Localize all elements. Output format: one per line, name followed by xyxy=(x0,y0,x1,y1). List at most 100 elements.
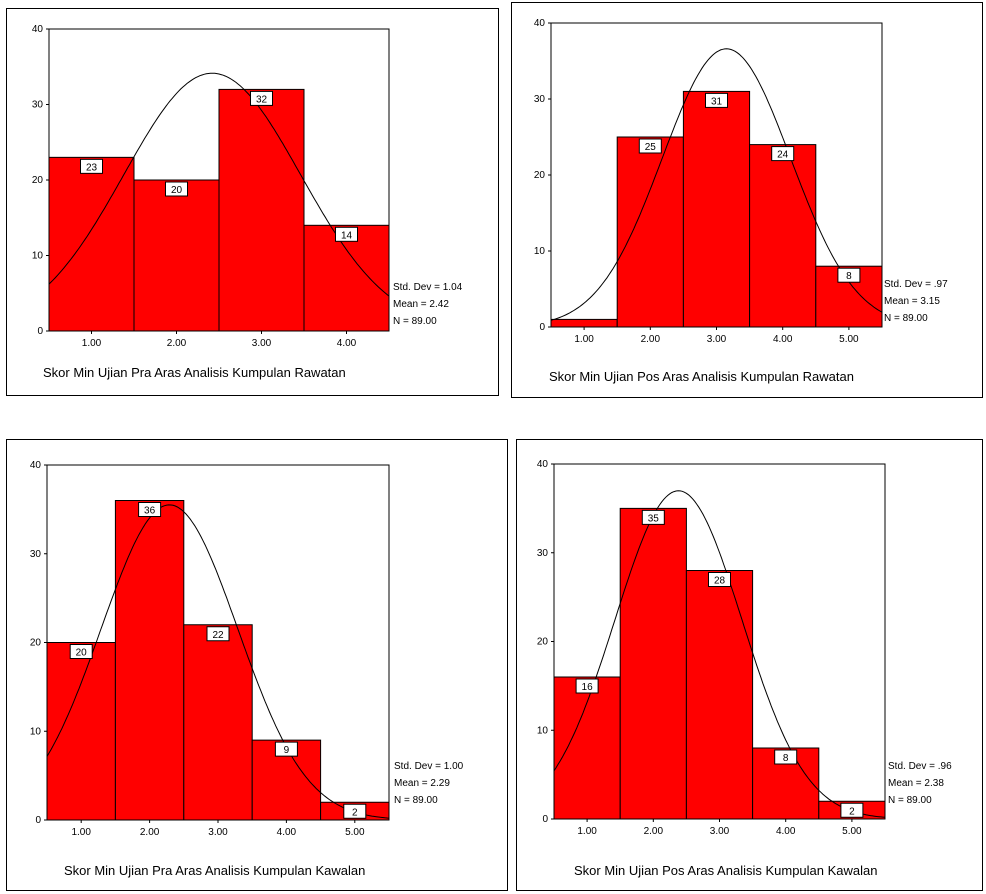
x-tick-label: 4.00 xyxy=(337,338,357,349)
mean-label: Mean = 3.15 xyxy=(884,296,940,307)
y-tick-label: 30 xyxy=(30,549,42,560)
normal-curve xyxy=(553,490,886,818)
value-label-text: 36 xyxy=(144,506,156,517)
value-label-box xyxy=(705,92,728,108)
y-tick-label: 40 xyxy=(537,459,549,470)
y-tick-label: 0 xyxy=(37,326,43,337)
value-label-box xyxy=(575,678,599,694)
value-label-box xyxy=(840,802,864,818)
x-tick-label: 2.00 xyxy=(167,338,187,349)
histogram-bar xyxy=(685,570,754,820)
x-tick-label: 1.00 xyxy=(82,338,102,349)
value-label-text: 35 xyxy=(648,513,660,524)
stats-box: Std. Dev = .97 Mean = 3.15 N = 89.00 xyxy=(884,276,948,327)
value-label: 9 xyxy=(274,741,298,757)
histogram-bar xyxy=(550,318,618,328)
x-tick-label: 2.00 xyxy=(140,827,160,838)
value-label: 16 xyxy=(575,678,599,694)
value-label: 2 xyxy=(343,803,367,819)
histogram-bar xyxy=(183,624,253,821)
histogram-bar xyxy=(682,90,751,328)
y-tick-label: 10 xyxy=(32,251,44,262)
value-label-box xyxy=(80,158,103,174)
histogram-bar xyxy=(218,88,305,332)
x-tick-label: 1.00 xyxy=(577,826,597,837)
y-tick-label: 0 xyxy=(542,814,548,825)
value-label-text: 2 xyxy=(352,807,358,818)
y-tick-label: 20 xyxy=(32,175,44,186)
value-label: 20 xyxy=(69,644,93,659)
value-label: 24 xyxy=(771,146,795,162)
value-label-text: 24 xyxy=(777,150,789,161)
histogram-bar xyxy=(616,136,684,328)
mean-label: Mean = 2.29 xyxy=(394,778,450,789)
y-tick-label: 20 xyxy=(534,170,546,181)
y-tick-label: 10 xyxy=(537,725,549,736)
y-tick-label: 10 xyxy=(534,246,546,257)
histogram-panel-pra-rawatan: 23 20 32 14 0 10 20 30 40 1.00 2.00 3.00 4.00 Std. D… xyxy=(6,8,499,396)
value-label-text: 28 xyxy=(714,576,726,587)
x-tick-label: 3.00 xyxy=(208,827,228,838)
value-label-text: 16 xyxy=(582,682,594,693)
value-label: 8 xyxy=(774,749,798,765)
x-axis-label: Skor Min Ujian Pra Aras Analisis Kumpula… xyxy=(43,365,346,380)
value-label-box xyxy=(274,741,298,757)
histogram-bar xyxy=(303,224,390,332)
value-label-text: 9 xyxy=(284,745,290,756)
value-label-box xyxy=(250,90,273,106)
histogram-bar xyxy=(46,642,116,821)
y-tick-label: 20 xyxy=(30,638,42,649)
value-label-box xyxy=(708,572,731,587)
value-label: 31 xyxy=(705,92,728,108)
value-label-box xyxy=(138,502,162,517)
histogram-bar xyxy=(114,500,185,821)
value-label-box xyxy=(343,803,367,819)
y-tick-label: 30 xyxy=(32,100,44,111)
x-tick-label: 1.00 xyxy=(71,827,91,838)
value-label-box xyxy=(837,267,861,283)
value-label-text: 23 xyxy=(86,162,98,173)
mean-label: Mean = 2.42 xyxy=(393,299,449,310)
y-tick-label: 40 xyxy=(534,18,546,29)
n-label: N = 89.00 xyxy=(394,795,438,806)
n-label: N = 89.00 xyxy=(888,795,932,806)
value-label: 36 xyxy=(138,502,162,517)
value-label: 14 xyxy=(335,226,358,242)
value-label-box xyxy=(69,644,93,659)
std-dev-label: Std. Dev = 1.00 xyxy=(394,761,464,772)
y-tick-label: 10 xyxy=(30,726,42,737)
histogram-chart-pra-rawatan: 23 20 32 14 0 10 20 30 40 1.00 2.00 3.00 4.00 xyxy=(32,24,390,349)
value-label-text: 20 xyxy=(171,185,183,196)
histogram-panel-pra-kawalan: 20 36 22 9 2 0 10 20 30 40 1.00 2.00 3.00 4.00 5.00 St… xyxy=(6,439,508,891)
x-tick-label: 4.00 xyxy=(773,334,793,345)
value-label: 28 xyxy=(708,572,731,587)
n-label: N = 89.00 xyxy=(884,313,928,324)
value-label: 2 xyxy=(840,802,864,818)
x-axis-label: Skor Min Ujian Pos Aras Analisis Kumpula… xyxy=(549,369,854,384)
value-label-box xyxy=(206,626,230,642)
value-label-text: 22 xyxy=(212,630,224,641)
y-tick-label: 0 xyxy=(539,322,545,333)
value-label-box xyxy=(774,749,798,765)
value-label-text: 8 xyxy=(846,271,852,282)
stats-box: Std. Dev = 1.00 Mean = 2.29 N = 89.00 xyxy=(394,758,463,809)
mean-label: Mean = 2.38 xyxy=(888,778,944,789)
x-tick-label: 1.00 xyxy=(574,334,594,345)
value-label: 20 xyxy=(165,181,188,197)
value-label-text: 31 xyxy=(711,96,723,107)
value-label-text: 32 xyxy=(256,94,268,105)
value-label-box xyxy=(771,146,795,162)
x-tick-label: 2.00 xyxy=(641,334,661,345)
x-tick-label: 5.00 xyxy=(842,826,862,837)
histogram-bar xyxy=(749,144,817,328)
normal-curve xyxy=(550,48,883,321)
value-label-text: 8 xyxy=(783,753,789,764)
x-tick-label: 5.00 xyxy=(839,334,859,345)
x-axis-label: Skor Min Ujian Pos Aras Analisis Kumpula… xyxy=(574,863,878,878)
std-dev-label: Std. Dev = .96 xyxy=(888,761,952,772)
value-label-box xyxy=(641,509,665,525)
x-tick-label: 4.00 xyxy=(277,827,297,838)
y-tick-label: 0 xyxy=(35,815,41,826)
y-tick-label: 30 xyxy=(534,94,546,105)
